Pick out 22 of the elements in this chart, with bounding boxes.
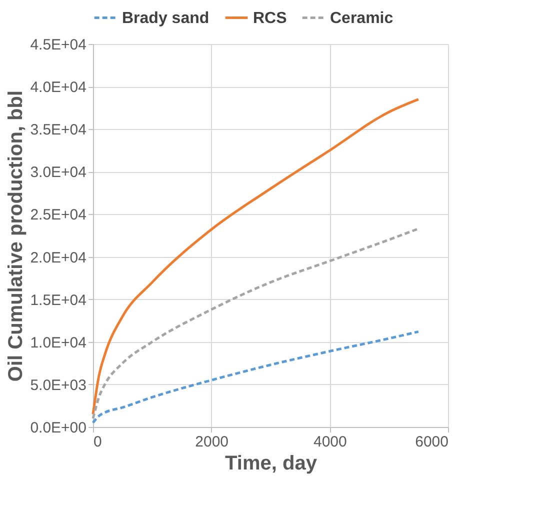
y-tick-label: 1.5E+04	[30, 292, 86, 309]
y-tick-label: 0.0E+00	[30, 420, 86, 436]
y-tick-label: 3.0E+04	[30, 164, 86, 182]
line-series	[92, 227, 420, 420]
line-series	[92, 98, 420, 416]
x-tick-label: 2000	[195, 434, 229, 450]
x-tick-label: 4000	[313, 434, 347, 450]
y-tick-label: 1.0E+04	[30, 334, 86, 352]
y-axis-title: Oil Cumulative production, bbl	[5, 90, 28, 382]
x-tick-label: 6000	[415, 434, 448, 450]
y-tick-label: 3.5E+04	[30, 122, 86, 139]
y-tick-label: 2.0E+04	[30, 249, 86, 266]
line-series	[92, 330, 420, 424]
legend-label: Ceramic	[330, 10, 394, 27]
y-tick-label: 5.0E+03	[30, 376, 86, 394]
y-tick-label: 2.5E+04	[30, 206, 86, 224]
legend-label: RCS	[253, 10, 288, 27]
legend-label: Brady sand	[122, 10, 210, 27]
y-tick-label: 4.0E+04	[30, 79, 86, 96]
x-tick-label: 0	[94, 434, 102, 450]
x-axis-title: Time, day	[225, 452, 318, 474]
y-tick-label: 4.5E+04	[30, 36, 86, 54]
